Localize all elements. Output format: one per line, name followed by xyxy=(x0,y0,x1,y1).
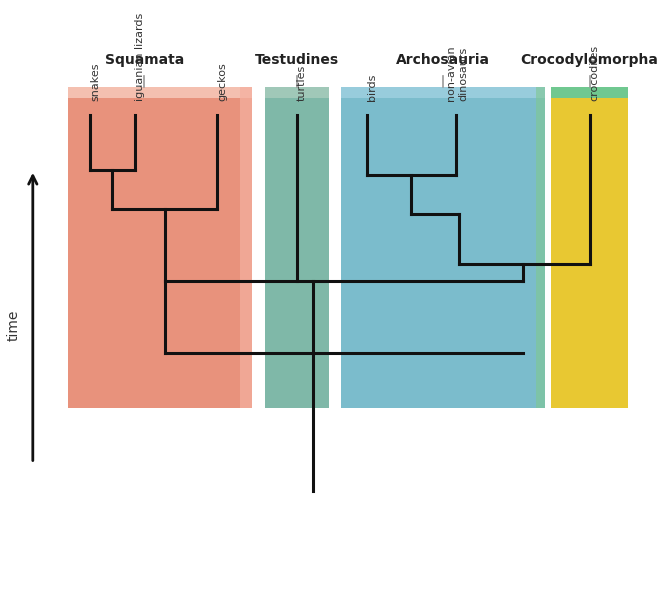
Text: turtles: turtles xyxy=(297,64,307,101)
Text: Archosauria: Archosauria xyxy=(396,53,491,67)
Bar xyxy=(265,87,329,408)
Bar xyxy=(341,87,545,408)
Text: non-avian
dinosaurs: non-avian dinosaurs xyxy=(446,45,468,101)
Text: geckos: geckos xyxy=(217,62,227,101)
Bar xyxy=(240,87,253,408)
Text: Crocodylomorpha: Crocodylomorpha xyxy=(521,53,659,67)
Text: time: time xyxy=(7,309,21,341)
Bar xyxy=(536,87,545,408)
Text: iguanian lizards: iguanian lizards xyxy=(134,13,144,101)
Bar xyxy=(68,87,253,98)
Bar xyxy=(265,87,329,98)
Text: crocodiles: crocodiles xyxy=(589,45,599,101)
Bar xyxy=(552,87,628,408)
Bar xyxy=(552,87,628,98)
Text: birds: birds xyxy=(367,73,377,101)
Bar xyxy=(68,87,253,408)
Text: Testudines: Testudines xyxy=(255,53,339,67)
Bar xyxy=(341,87,545,98)
Text: Squamata: Squamata xyxy=(105,53,184,67)
Text: snakes: snakes xyxy=(90,62,100,101)
